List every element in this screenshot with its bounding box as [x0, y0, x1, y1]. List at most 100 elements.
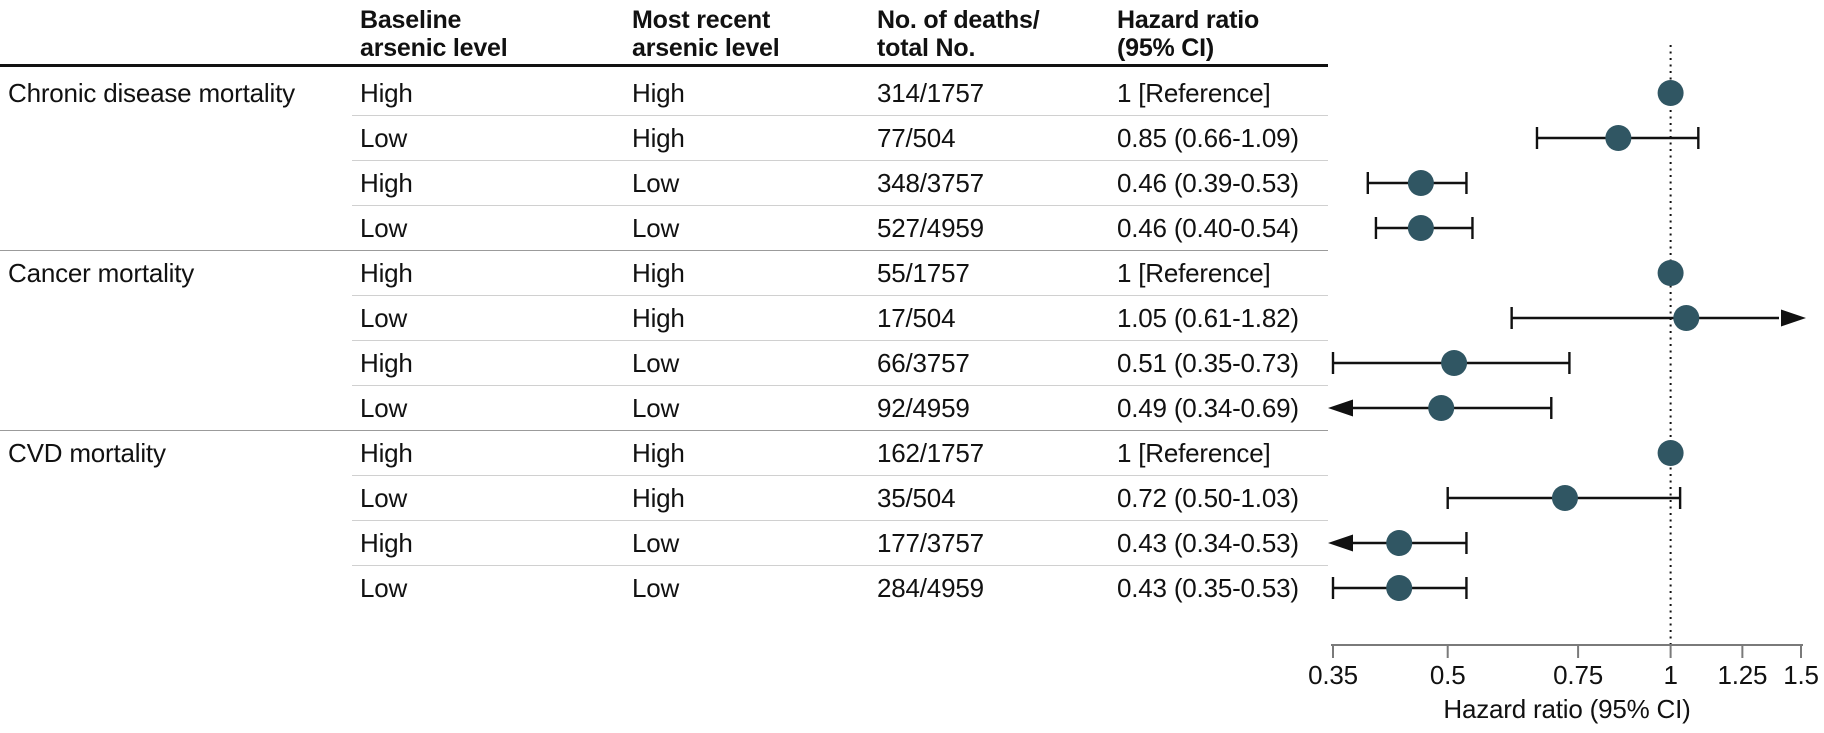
x-axis-label: Hazard ratio (95% CI) — [1443, 694, 1691, 724]
deaths-cell: 66/3757 — [877, 348, 970, 378]
table-row: High Low 348/3757 0.46 (0.39-0.53) — [0, 161, 1330, 205]
table-row: Low Low 284/4959 0.43 (0.35-0.53) — [0, 566, 1330, 610]
hazard-ratio-point — [1386, 530, 1413, 556]
hazard-ratio-point — [1657, 440, 1684, 466]
row-divider — [352, 564, 1328, 567]
row-divider — [352, 474, 1328, 477]
deaths-cell: 348/3757 — [877, 168, 984, 198]
column-header-baseline-arsenic: Baseline arsenic level — [360, 6, 508, 62]
hazard-ratio-point — [1673, 305, 1700, 331]
recent-level-cell: Low — [632, 393, 680, 423]
table-row: Chronic disease mortality High High 314/175… — [0, 71, 1330, 115]
recent-level-cell: Low — [632, 528, 680, 558]
deaths-cell: 35/504 — [877, 483, 956, 513]
recent-level-cell: High — [632, 303, 685, 333]
hazard-ratio-cell: 1 [Reference] — [1117, 258, 1271, 288]
x-axis-tick-label: 1 — [1663, 660, 1677, 690]
recent-level-cell: High — [632, 78, 685, 108]
row-divider — [352, 294, 1328, 297]
row-divider — [352, 159, 1328, 162]
hazard-ratio-point — [1551, 485, 1578, 511]
deaths-cell: 77/504 — [877, 123, 956, 153]
deaths-cell: 162/1757 — [877, 438, 984, 468]
x-axis-tick-label: 0.35 — [1308, 660, 1358, 690]
ci-clip-arrow-right — [1781, 309, 1806, 327]
hazard-ratio-point — [1657, 260, 1684, 286]
group-divider — [0, 429, 1328, 432]
baseline-level-cell: Low — [360, 483, 408, 513]
hazard-ratio-cell: 1.05 (0.61-1.82) — [1117, 303, 1299, 333]
hazard-ratio-point — [1605, 125, 1632, 151]
hazard-ratio-cell: 0.46 (0.40-0.54) — [1117, 213, 1299, 243]
header-rule — [0, 64, 1328, 67]
recent-level-cell: Low — [632, 348, 680, 378]
column-header-hazard-ratio: Hazard ratio (95% CI) — [1117, 6, 1260, 62]
deaths-cell: 314/1757 — [877, 78, 984, 108]
recent-level-cell: Low — [632, 213, 680, 243]
outcome-label: Chronic disease mortality — [8, 78, 295, 108]
column-header-recent-arsenic: Most recent arsenic level — [632, 6, 780, 62]
baseline-level-cell: Low — [360, 393, 408, 423]
table-row: CVD mortality High High 162/1757 1 [Referenc… — [0, 431, 1330, 475]
hazard-ratio-cell: 0.49 (0.34-0.69) — [1117, 393, 1299, 423]
x-axis-tick-label: 0.75 — [1553, 660, 1603, 690]
recent-level-cell: High — [632, 123, 685, 153]
baseline-level-cell: High — [360, 438, 413, 468]
deaths-cell: 527/4959 — [877, 213, 984, 243]
outcome-label: Cancer mortality — [8, 258, 195, 288]
table-row: Low Low 527/4959 0.46 (0.40-0.54) — [0, 206, 1330, 250]
group-divider — [0, 249, 1328, 252]
recent-level-cell: High — [632, 258, 685, 288]
baseline-level-cell: High — [360, 348, 413, 378]
row-divider — [352, 339, 1328, 342]
hazard-ratio-cell: 0.46 (0.39-0.53) — [1117, 168, 1299, 198]
x-axis-tick-label: 1.5 — [1783, 660, 1819, 690]
hazard-ratio-point — [1441, 350, 1468, 376]
outcome-label: CVD mortality — [8, 438, 166, 468]
recent-level-cell: Low — [632, 573, 680, 603]
hazard-ratio-cell: 0.43 (0.35-0.53) — [1117, 573, 1299, 603]
recent-level-cell: High — [632, 438, 685, 468]
hazard-ratio-cell: 1 [Reference] — [1117, 78, 1271, 108]
deaths-cell: 92/4959 — [877, 393, 970, 423]
table-row: Low Low 92/4959 0.49 (0.34-0.69) — [0, 386, 1330, 430]
ci-clip-arrow-left — [1328, 534, 1353, 552]
deaths-cell: 284/4959 — [877, 573, 984, 603]
hazard-ratio-cell: 0.43 (0.34-0.53) — [1117, 528, 1299, 558]
table-row: High Low 177/3757 0.43 (0.34-0.53) — [0, 521, 1330, 565]
hazard-ratio-point — [1407, 170, 1434, 196]
hazard-ratio-cell: 0.51 (0.35-0.73) — [1117, 348, 1299, 378]
ci-clip-arrow-left — [1328, 399, 1353, 417]
hazard-ratio-point — [1657, 80, 1684, 106]
table-row: Low High 17/504 1.05 (0.61-1.82) — [0, 296, 1330, 340]
deaths-cell: 55/1757 — [877, 258, 970, 288]
hazard-ratio-point — [1428, 395, 1455, 421]
hazard-ratio-cell: 0.85 (0.66-1.09) — [1117, 123, 1299, 153]
x-axis-tick-label: 0.5 — [1430, 660, 1466, 690]
table-row: Cancer mortality High High 55/1757 1 [Refere… — [0, 251, 1330, 295]
column-header-deaths: No. of deaths/ total No. — [877, 6, 1040, 62]
recent-level-cell: High — [632, 483, 685, 513]
row-divider — [352, 519, 1328, 522]
recent-level-cell: Low — [632, 168, 680, 198]
deaths-cell: 17/504 — [877, 303, 956, 333]
hazard-ratio-point — [1407, 215, 1434, 241]
baseline-level-cell: High — [360, 528, 413, 558]
baseline-level-cell: High — [360, 258, 413, 288]
row-divider — [352, 204, 1328, 207]
baseline-level-cell: High — [360, 168, 413, 198]
hazard-ratio-cell: 0.72 (0.50-1.03) — [1117, 483, 1299, 513]
baseline-level-cell: High — [360, 78, 413, 108]
row-divider — [352, 384, 1328, 387]
table-row: Low High 35/504 0.72 (0.50-1.03) — [0, 476, 1330, 520]
row-divider — [352, 114, 1328, 117]
hazard-ratio-point — [1386, 575, 1413, 601]
table-row: Low High 77/504 0.85 (0.66-1.09) — [0, 116, 1330, 160]
baseline-level-cell: Low — [360, 123, 408, 153]
x-axis-tick-label: 1.25 — [1717, 660, 1767, 690]
baseline-level-cell: Low — [360, 213, 408, 243]
baseline-level-cell: Low — [360, 303, 408, 333]
table-row: High Low 66/3757 0.51 (0.35-0.73) — [0, 341, 1330, 385]
